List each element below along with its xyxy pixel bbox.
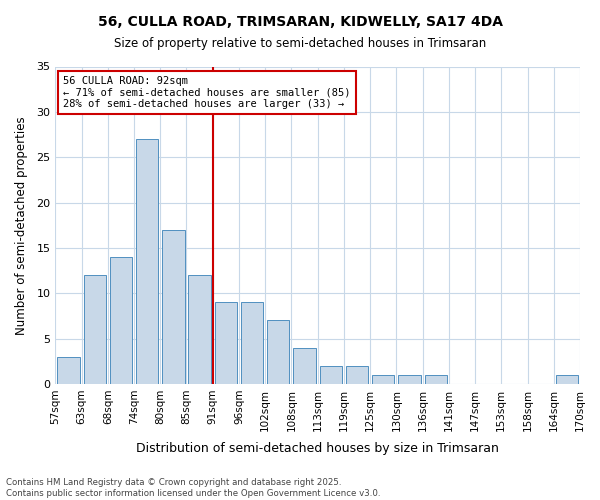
Bar: [346, 366, 368, 384]
Bar: [267, 320, 289, 384]
X-axis label: Distribution of semi-detached houses by size in Trimsaran: Distribution of semi-detached houses by …: [136, 442, 499, 455]
Bar: [241, 302, 263, 384]
Text: 56, CULLA ROAD, TRIMSARAN, KIDWELLY, SA17 4DA: 56, CULLA ROAD, TRIMSARAN, KIDWELLY, SA1…: [97, 15, 503, 29]
Bar: [293, 348, 316, 384]
Bar: [398, 375, 421, 384]
Bar: [162, 230, 185, 384]
Bar: [320, 366, 342, 384]
Bar: [215, 302, 237, 384]
Bar: [372, 375, 394, 384]
Bar: [425, 375, 447, 384]
Bar: [188, 275, 211, 384]
Text: Contains HM Land Registry data © Crown copyright and database right 2025.
Contai: Contains HM Land Registry data © Crown c…: [6, 478, 380, 498]
Text: 56 CULLA ROAD: 92sqm
← 71% of semi-detached houses are smaller (85)
28% of semi-: 56 CULLA ROAD: 92sqm ← 71% of semi-detac…: [63, 76, 350, 109]
Bar: [57, 356, 80, 384]
Bar: [556, 375, 578, 384]
Bar: [136, 139, 158, 384]
Text: Size of property relative to semi-detached houses in Trimsaran: Size of property relative to semi-detach…: [114, 38, 486, 51]
Y-axis label: Number of semi-detached properties: Number of semi-detached properties: [15, 116, 28, 334]
Bar: [83, 275, 106, 384]
Bar: [110, 257, 132, 384]
